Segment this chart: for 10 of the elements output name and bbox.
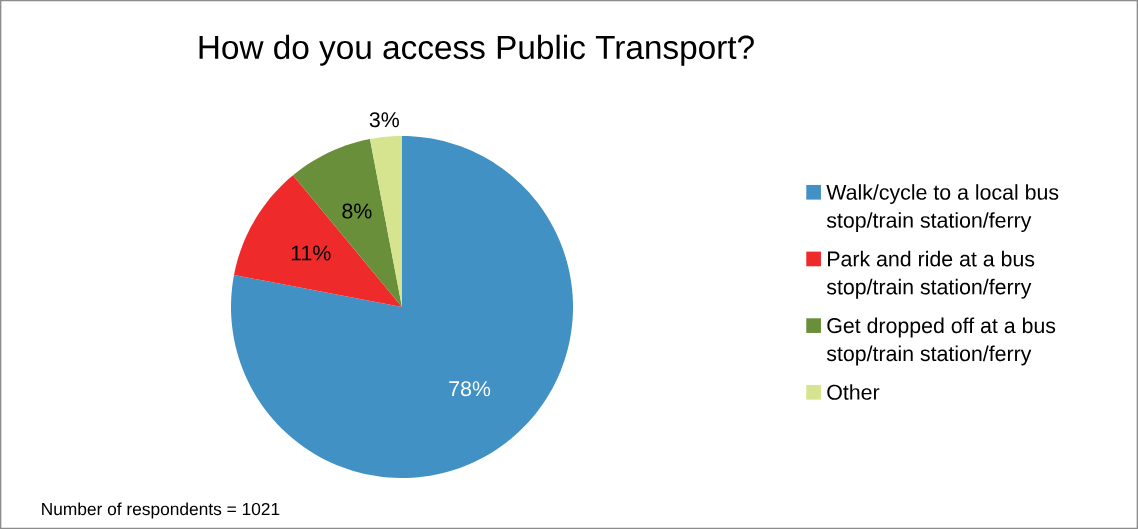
text: Number of respondents = 1021	[42, 502, 280, 519]
legend-label: Get dropped off at a bus stop/train station/ferry	[826, 317, 1056, 366]
data-label: 3%	[369, 112, 399, 128]
data-label: 8%	[342, 203, 372, 219]
data-label: 11%	[291, 245, 331, 261]
legend-label: Park and ride at a bus stop/train station/ferry	[826, 250, 1035, 299]
legend-label: Walk/cycle to a local bus stop/train station/ferry	[826, 184, 1059, 233]
data-label: 78%	[449, 381, 491, 397]
chart-title: How do you access Public Transport?	[199, 34, 754, 66]
legend-label: Other	[827, 384, 880, 400]
